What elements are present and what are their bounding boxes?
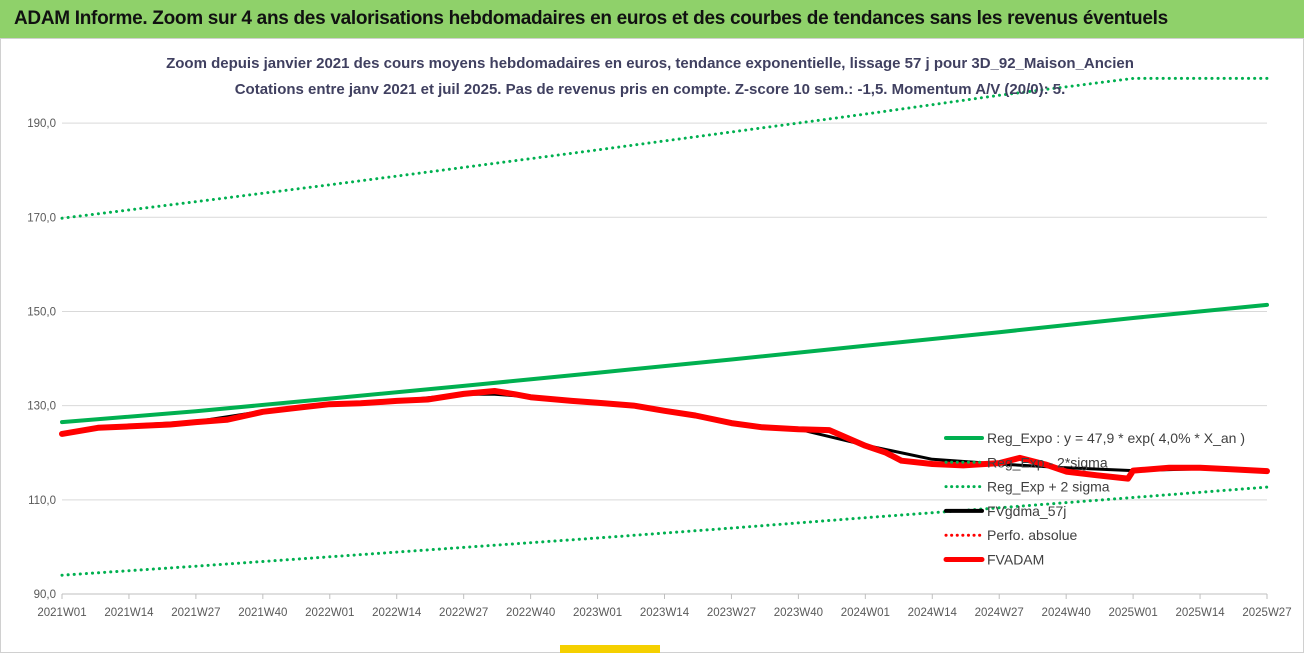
x-tick-label: 2022W40 (506, 607, 555, 619)
x-tick-label: 2021W40 (238, 607, 287, 619)
series-line-2 (60, 76, 1269, 220)
chart-subtitle: Cotations entre janv 2021 et juil 2025. … (235, 81, 1066, 98)
series-lines (59, 76, 1270, 577)
x-tick-label: 2021W14 (104, 607, 154, 619)
y-tick-label: 150,0 (27, 306, 56, 318)
chart-title: Zoom depuis janvier 2021 des cours moyen… (166, 55, 1134, 72)
legend-label: Perfo. absolue (987, 527, 1077, 543)
y-tick-label: 170,0 (27, 212, 56, 224)
series-line-0 (60, 302, 1269, 425)
chart-frame (0, 38, 1304, 653)
x-tick-label: 2023W01 (573, 607, 622, 619)
x-tick-label: 2024W27 (975, 607, 1024, 619)
y-tick-label: 110,0 (28, 495, 56, 507)
x-tick-label: 2021W27 (171, 607, 220, 619)
x-tick-label: 2025W01 (1108, 607, 1157, 619)
y-tick-label: 190,0 (27, 118, 56, 130)
y-axis-ticks: 90,0 110,0 130,0 150,0 170,0 190,0 (27, 118, 56, 601)
x-tick-label: 2024W01 (841, 607, 890, 619)
banner-title: ADAM Informe. Zoom sur 4 ans des valoris… (14, 8, 1168, 29)
x-tick-label: 2025W14 (1175, 607, 1225, 619)
legend-label: FVgdma_57j (987, 503, 1066, 519)
legend: Reg_Expo : y = 47,9 * exp( 4,0% * X_an )… (943, 430, 1245, 568)
x-tick-label: 2024W40 (1042, 607, 1091, 619)
x-tick-label: 2022W14 (372, 607, 422, 619)
y-tick-label: 90,0 (34, 589, 56, 601)
bottom-accent-bar (560, 645, 660, 653)
legend-label: Reg_Exp + 2 sigma (987, 479, 1110, 495)
x-axis-ticks: 2021W01 2021W14 2021W27 2021W40 2022W01 2022W… (37, 594, 1292, 619)
y-tick-label: 130,0 (27, 401, 56, 413)
x-tick-label: 2022W27 (439, 607, 488, 619)
series-line-5 (59, 388, 1270, 482)
legend-label: FVADAM (987, 552, 1044, 568)
x-tick-label: 2021W01 (37, 607, 86, 619)
x-tick-label: 2022W01 (305, 607, 354, 619)
x-tick-label: 2023W40 (774, 607, 823, 619)
report-banner: ADAM Informe. Zoom sur 4 ans des valoris… (0, 0, 1304, 38)
gridlines (62, 122, 1267, 595)
legend-label: Reg_Exp - 2*sigma (987, 454, 1108, 470)
x-tick-label: 2024W14 (908, 607, 958, 619)
legend-label: Reg_Expo : y = 47,9 * exp( 4,0% * X_an ) (987, 430, 1245, 446)
x-tick-label: 2023W14 (640, 607, 690, 619)
x-tick-label: 2025W27 (1242, 607, 1291, 619)
x-tick-label: 2023W27 (707, 607, 756, 619)
series-line-1 (60, 485, 1269, 577)
